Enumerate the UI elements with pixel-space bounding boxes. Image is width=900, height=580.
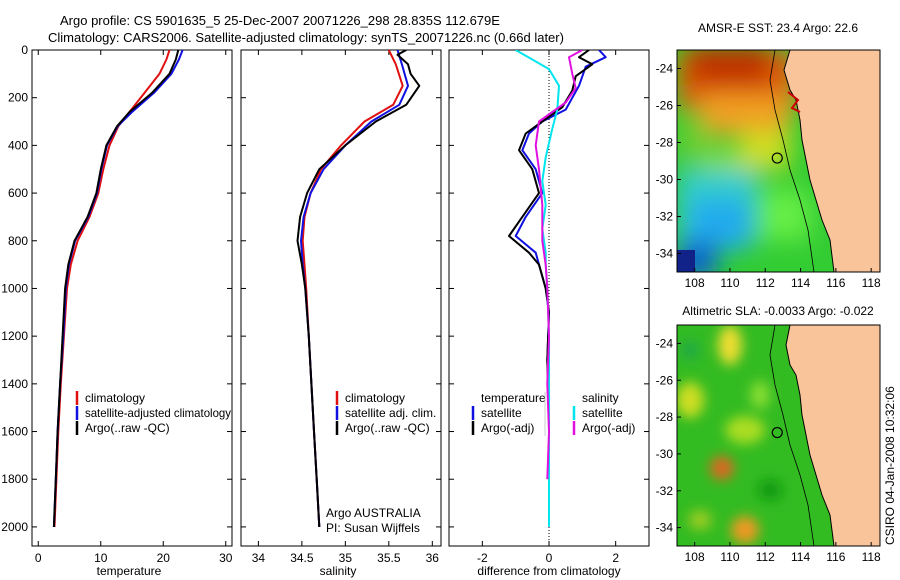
x-tick-label: 2 (612, 551, 619, 565)
y-tick-label: 1800 (1, 472, 28, 486)
x-tick-label: 30 (219, 551, 233, 565)
map-y-tick-label: -26 (656, 373, 674, 387)
difference-legend-sal-satellite: satellite (582, 406, 623, 420)
sla-map-image (677, 325, 880, 546)
x-tick-label: 0 (546, 551, 553, 565)
y-tick-label: 1200 (1, 329, 28, 343)
figure-title-line1: Argo profile: CS 5901635_5 25-Dec-2007 2… (60, 13, 500, 28)
map-y-tick-label: -28 (656, 136, 674, 150)
sst-map-title: AMSR-E SST: 23.4 Argo: 22.6 (698, 21, 858, 35)
sla-map-panel: Altimetric SLA: -0.0033 Argo: -0.022 108… (656, 304, 881, 564)
temperature-y-axis: 0 200 400 600 800 1000 1200 1400 1600 1800 2000 (1, 43, 232, 534)
map-x-tick-label: 118 (862, 550, 881, 564)
y-tick-label: 800 (8, 234, 28, 248)
side-timestamp: CSIRO 04-Jan-2008 10:32:06 (883, 386, 897, 545)
map-x-tick-label: 114 (791, 276, 810, 290)
salinity-panel: 34 34.5 35 35.5 36 salinity climatology sate… (240, 49, 442, 578)
map-x-tick-label: 118 (862, 276, 881, 290)
map-x-tick-label: 110 (720, 276, 739, 290)
salinity-series (296, 50, 421, 527)
x-tick-label: 0 (35, 551, 42, 565)
difference-legend-sal-argo: Argo(-adj) (582, 421, 635, 435)
temperature-legend: climatology satellite-adjusted climatolo… (75, 391, 231, 435)
map-y-tick-label: -32 (656, 210, 674, 224)
map-y-tick-label: -34 (656, 247, 674, 261)
difference-series (508, 50, 607, 527)
map-y-tick-label: -30 (656, 447, 674, 461)
difference-legend-salinity-title: salinity (582, 391, 619, 405)
y-tick-label: 0 (21, 43, 28, 57)
salinity-y-ticks (241, 49, 441, 528)
map-y-tick-label: -34 (656, 521, 674, 535)
sst-map-axes: 108 110 112 114 116 118 -24 -26 -28 -30 -32 -34 (656, 62, 881, 291)
x-tick-label: 36 (426, 551, 440, 565)
map-y-tick-label: -28 (656, 410, 674, 424)
figure-title-line2: Climatology: CARS2006. Satellite-adjuste… (48, 30, 564, 45)
salinity-legend-satellite: satellite adj. clim. (345, 406, 436, 420)
temperature-legend-satellite: satellite-adjusted climatology (85, 406, 231, 420)
salinity-legend-climatology: climatology (345, 391, 405, 405)
map-x-tick-label: 114 (791, 550, 810, 564)
argo-pi-label: PI: Susan Wijffels (326, 521, 420, 535)
temperature-legend-climatology: climatology (85, 391, 145, 405)
x-tick-label: -2 (477, 551, 488, 565)
difference-legend-temp-argo: Argo(-adj) (481, 421, 534, 435)
map-x-tick-label: 110 (720, 550, 739, 564)
sla-argo-marker (771, 426, 783, 439)
map-y-tick-label: -26 (656, 99, 674, 113)
map-x-tick-label: 116 (826, 550, 845, 564)
y-tick-label: 2000 (1, 520, 28, 534)
map-y-tick-label: -24 (656, 62, 674, 76)
x-tick-label: 34.5 (290, 551, 314, 565)
difference-legend-temperature-title: temperature (481, 391, 546, 405)
argo-country-label: Argo AUSTRALIA (326, 506, 421, 520)
difference-xlabel: difference from climatology (477, 564, 620, 578)
salinity-x-axis: 34 34.5 35 35.5 36 (252, 50, 440, 565)
salinity-legend-argo: Argo(..raw -QC) (345, 421, 430, 435)
y-tick-label: 1400 (1, 377, 28, 391)
temperature-legend-argo: Argo(..raw -QC) (85, 421, 170, 435)
y-tick-label: 600 (8, 186, 28, 200)
difference-panel: -2 0 2 difference from climatology tempera… (448, 49, 650, 578)
x-tick-label: 35.5 (377, 551, 401, 565)
map-x-tick-label: 116 (826, 276, 845, 290)
x-tick-label: 34 (252, 551, 266, 565)
sst-map-image (677, 50, 880, 272)
y-tick-label: 1600 (1, 425, 28, 439)
map-x-tick-label: 112 (756, 276, 775, 290)
y-tick-label: 400 (8, 138, 28, 152)
map-x-tick-label: 112 (756, 550, 775, 564)
difference-legend: temperature satellite Argo(-adj) salinit… (471, 391, 635, 436)
map-y-tick-label: -24 (656, 336, 674, 350)
y-tick-label: 1000 (1, 281, 28, 295)
difference-legend-temp-satellite: satellite (481, 406, 522, 420)
series-line-salinity-argo (534, 50, 583, 480)
salinity-xlabel: salinity (320, 564, 357, 578)
series-line-salinity-satellite (515, 50, 560, 527)
temperature-xlabel: temperature (97, 564, 162, 578)
y-tick-label: 200 (8, 91, 28, 105)
sst-map-panel: AMSR-E SST: 23.4 Argo: 22.6 (656, 21, 881, 290)
difference-y-ticks (449, 49, 649, 528)
x-tick-label: 35 (339, 551, 353, 565)
sst-argo-marker (771, 152, 783, 164)
salinity-legend: climatology satellite adj. clim. Argo(..… (335, 391, 436, 435)
map-x-tick-label: 108 (685, 550, 705, 564)
x-tick-label: 10 (94, 551, 108, 565)
series-line-argo (52, 50, 180, 527)
map-y-tick-label: -30 (656, 173, 674, 187)
x-tick-label: 20 (157, 551, 171, 565)
sla-map-title: Altimetric SLA: -0.0033 Argo: -0.022 (682, 304, 874, 318)
temperature-series (52, 50, 184, 527)
temperature-x-axis: 0 10 20 30 (35, 50, 233, 565)
sla-map-axes: 108 110 112 114 116 118 -24 -26 -28 -30 -32 -34 (656, 336, 881, 564)
map-x-tick-label: 108 (685, 276, 705, 290)
temperature-panel: 0 200 400 600 800 1000 1200 1400 1600 1800 2000 0 1… (1, 43, 232, 578)
map-y-tick-label: -32 (656, 484, 674, 498)
series-line-argo (296, 50, 421, 527)
